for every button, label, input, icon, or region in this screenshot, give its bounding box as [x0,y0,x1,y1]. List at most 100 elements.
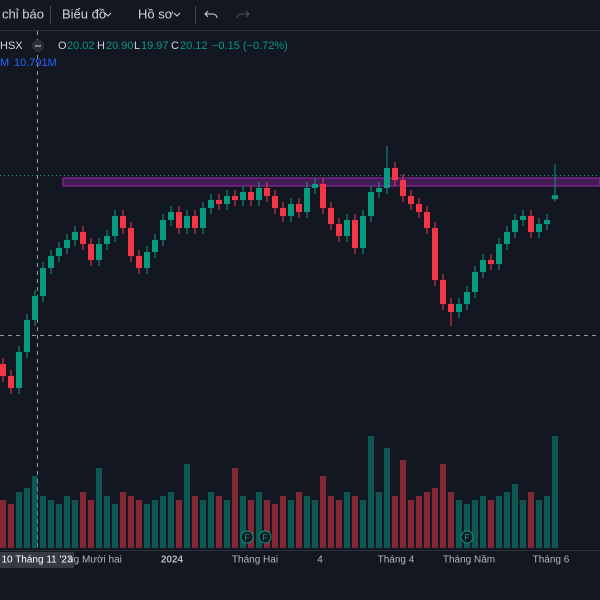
event-marker [258,530,272,544]
chevron [173,12,181,17]
profile-button[interactable]: Hồ sơ [138,6,174,21]
candle-body [384,168,390,188]
candle-body [160,220,166,240]
candle-body [536,224,542,232]
volume-bar [392,496,398,548]
volume-bar [288,500,294,548]
volume-bar [520,500,526,548]
candle-body [216,200,222,204]
volume-bar [480,496,486,548]
volume-bar [448,492,454,548]
candle-body [56,248,62,256]
candle-body [360,216,366,248]
crosshair-time-box [0,552,74,568]
candle-body [104,236,110,244]
volume-bar [240,496,246,548]
candle-body [152,240,158,252]
volume-bar [512,484,518,548]
candle-body [64,240,70,248]
candle-body [456,304,462,312]
low-label: L [134,40,140,52]
change-value: −0.15 (−0.72%) [212,40,288,52]
low-value: 19.97 [141,40,169,52]
candle-body [8,376,14,388]
candle-body [296,204,302,212]
candle-body [472,272,478,292]
volume-bar [472,500,478,548]
volume-bar [56,504,62,548]
volume-bar [320,476,326,548]
volume-bar [528,492,534,548]
volume-bar [408,500,414,548]
candle-body [448,304,454,312]
volume-bar [424,492,430,548]
volume-bar [488,500,494,548]
chart-button[interactable]: Biểu đồ [62,6,106,21]
volume-bar [464,504,470,548]
candle-body [400,180,406,196]
candle-body [184,216,190,228]
event-label: F [262,532,268,542]
x-tick-label: 4 [317,555,323,566]
volume-bar [48,500,54,548]
volume-bar [496,496,502,548]
open-label: O [58,40,67,52]
indicators-button[interactable]: chỉ báo [2,6,44,21]
candle-body [416,204,422,212]
volume-bar [120,492,126,548]
volume-bar [184,464,190,548]
event-marker [460,530,474,544]
candle-body [480,260,486,272]
candle-body [32,296,38,320]
volume-bar [336,500,342,548]
volume-bar [416,496,422,548]
volume-bar [376,492,382,548]
volume-bar [24,488,30,548]
volume-bar [168,492,174,548]
volume-bar [248,500,254,548]
candle-body [168,212,174,220]
volume-bar [8,504,14,548]
volume-bar [544,496,550,548]
x-tick-label: Tháng 6 [533,555,570,566]
volume-bar [504,492,510,548]
volume-bar [16,492,22,548]
candle-body [328,208,334,224]
volume-bar [192,496,198,548]
x-tick-label: ng Mười hai [68,555,122,566]
candle-body [240,192,246,200]
volume-bar [128,496,134,548]
candle-body [144,252,150,268]
candle-body [512,220,518,232]
volume-bar [80,492,86,548]
candle-body [504,232,510,244]
volume-bar [32,476,38,548]
candle-body [176,212,182,228]
candle-body [96,244,102,260]
volume-bar [176,500,182,548]
volume-value: 10.791M [14,57,57,69]
volume-bar [352,496,358,548]
volume-bar [224,500,230,548]
candle-body [120,216,126,228]
candle-body [136,256,142,268]
candle-body [88,244,94,260]
volume-bar [432,488,438,548]
high-label: H [97,40,105,52]
volume-bar [280,496,286,548]
volume-bar [232,468,238,548]
candle-body [392,168,398,180]
candle-body [112,216,118,236]
candle-body [344,220,350,236]
x-tick-label: 2024 [161,555,184,566]
candle-body [304,188,310,212]
undo-button[interactable] [204,10,218,19]
candle-body [200,208,206,228]
candle-body [272,196,278,208]
candle-body [24,320,30,352]
candle-body [232,196,238,200]
volume-bar [272,504,278,548]
resistance-zone [62,177,600,187]
candle-body [464,292,470,304]
redo-button[interactable] [236,10,250,19]
